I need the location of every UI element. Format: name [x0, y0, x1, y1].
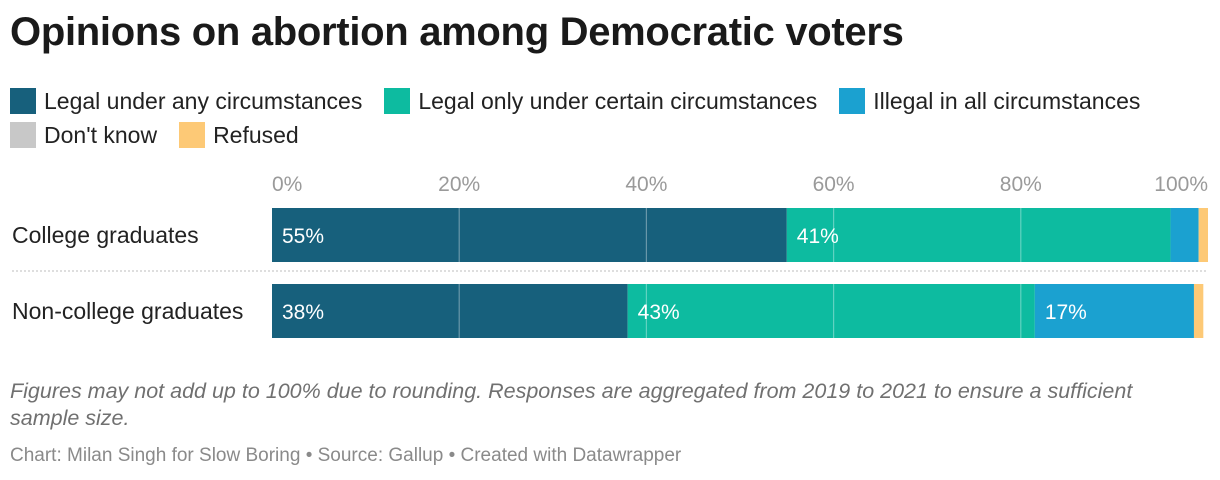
legend-swatch-legal-certain [384, 88, 411, 114]
legend-swatch-legal-any [10, 88, 36, 114]
chart-title: Opinions on abortion among Democratic vo… [10, 10, 904, 54]
legend-label-illegal: Illegal in all circumstances [873, 87, 1141, 114]
legend-swatch-dont-know [10, 122, 36, 148]
bar-segment [1034, 284, 1194, 338]
legend-item-legal-certain: Legal only under certain circumstances [384, 88, 817, 115]
x-tick-label: 40% [625, 173, 667, 196]
legend-label-dont-know: Don't know [44, 121, 158, 148]
legend-swatch-illegal [839, 88, 866, 114]
chart-note: Figures may not add up to 100% due to ro… [10, 379, 1133, 430]
legend-label-refused: Refused [213, 121, 299, 148]
x-tick-label: 100% [1154, 173, 1208, 196]
bar-segment [1198, 208, 1208, 262]
legend-row-2: Don't know Refused [10, 118, 1210, 152]
legend-item-illegal: Illegal in all circumstances [839, 88, 1140, 115]
bar-segment [272, 208, 787, 262]
legend-label-legal-any: Legal under any circumstances [44, 87, 363, 114]
category-label: Non-college graduates [12, 298, 243, 324]
bar-segment [272, 284, 628, 338]
legend-item-legal-any: Legal under any circumstances [10, 88, 362, 115]
data-label: 38% [282, 301, 324, 324]
bar-segment [1170, 208, 1199, 262]
bar-segment [627, 284, 1035, 338]
legend-item-refused: Refused [179, 122, 299, 149]
bar-segment [786, 208, 1171, 262]
x-tick-label: 0% [272, 173, 302, 196]
stacked-bar-chart: 0% 20% 40% 60% 80% 100% College graduates 55% 41… [12, 173, 1208, 338]
chart-credit: Chart: Milan Singh for Slow Boring • Sou… [10, 445, 682, 466]
legend-row-1: Legal under any circumstances Legal only… [10, 84, 1210, 118]
data-label: 55% [282, 225, 324, 248]
legend: Legal under any circumstances Legal only… [10, 84, 1210, 152]
x-tick-label: 20% [438, 173, 480, 196]
legend-item-dont-know: Don't know [10, 122, 157, 149]
legend-swatch-refused [179, 122, 206, 148]
data-label: 17% [1045, 301, 1087, 324]
category-label: College graduates [12, 222, 199, 248]
x-tick-label: 80% [1000, 173, 1042, 196]
data-label: 41% [797, 225, 839, 248]
x-tick-label: 60% [813, 173, 855, 196]
bar-segment [1193, 284, 1204, 338]
data-label: 43% [638, 301, 680, 324]
legend-label-legal-certain: Legal only under certain circumstances [418, 87, 818, 114]
